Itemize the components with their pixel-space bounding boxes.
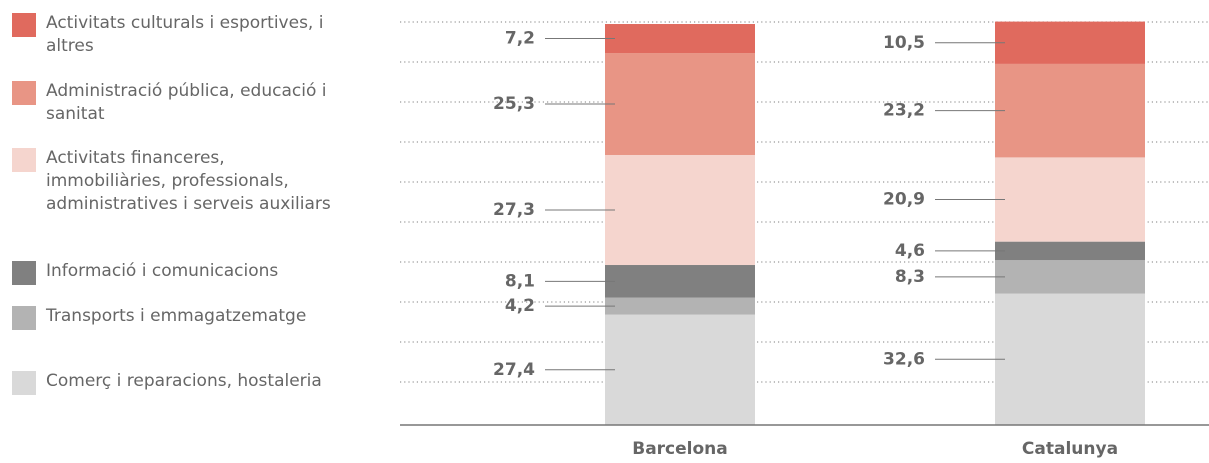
legend-swatch [12,13,36,37]
bar-segment [605,314,755,425]
x-tick-label: Catalunya [1022,439,1118,459]
value-label: 27,3 [493,200,535,220]
bar-segment [605,53,755,155]
value-label: 7,2 [505,29,535,49]
value-label: 32,6 [883,349,925,369]
legend: Comerç i reparacions, hostaleria Transpor… [0,0,360,463]
value-label: 8,1 [505,271,535,291]
value-label: 4,6 [895,241,925,261]
value-label: 23,2 [883,101,925,121]
legend-swatch [12,306,36,330]
bar-segment [995,157,1145,242]
legend-label: Informació i comunicacions [46,261,279,281]
legend-label: Administració pública, educació i sanita… [46,81,327,124]
bar-segment [605,297,755,315]
value-label: 20,9 [883,190,925,210]
bar-segment [605,265,755,298]
legend-label: Transports i emmagatzematge [46,306,307,326]
value-label: 25,3 [493,94,535,114]
value-label: 27,4 [493,360,535,380]
legend-swatch [12,81,36,105]
bar-segment [995,63,1145,158]
legend-label: Activitats financeres, immobiliàries, pr… [46,148,331,214]
bar-segment [605,24,755,54]
legend-swatch [12,371,36,395]
bar-segment [995,241,1145,261]
x-tick-label: Barcelona [632,439,728,459]
legend-swatch [12,261,36,285]
value-label: 4,2 [505,296,535,316]
bar-segment [995,293,1145,425]
legend-swatch [12,148,36,172]
legend-label: Activitats culturals i esportives, i alt… [46,13,324,56]
value-label: 10,5 [883,33,925,53]
bar-segment [605,154,755,266]
bar-segment [995,21,1145,64]
value-label: 8,3 [895,267,925,287]
bar-segment [995,260,1145,294]
legend-label: Comerç i reparacions, hostaleria [46,371,322,391]
